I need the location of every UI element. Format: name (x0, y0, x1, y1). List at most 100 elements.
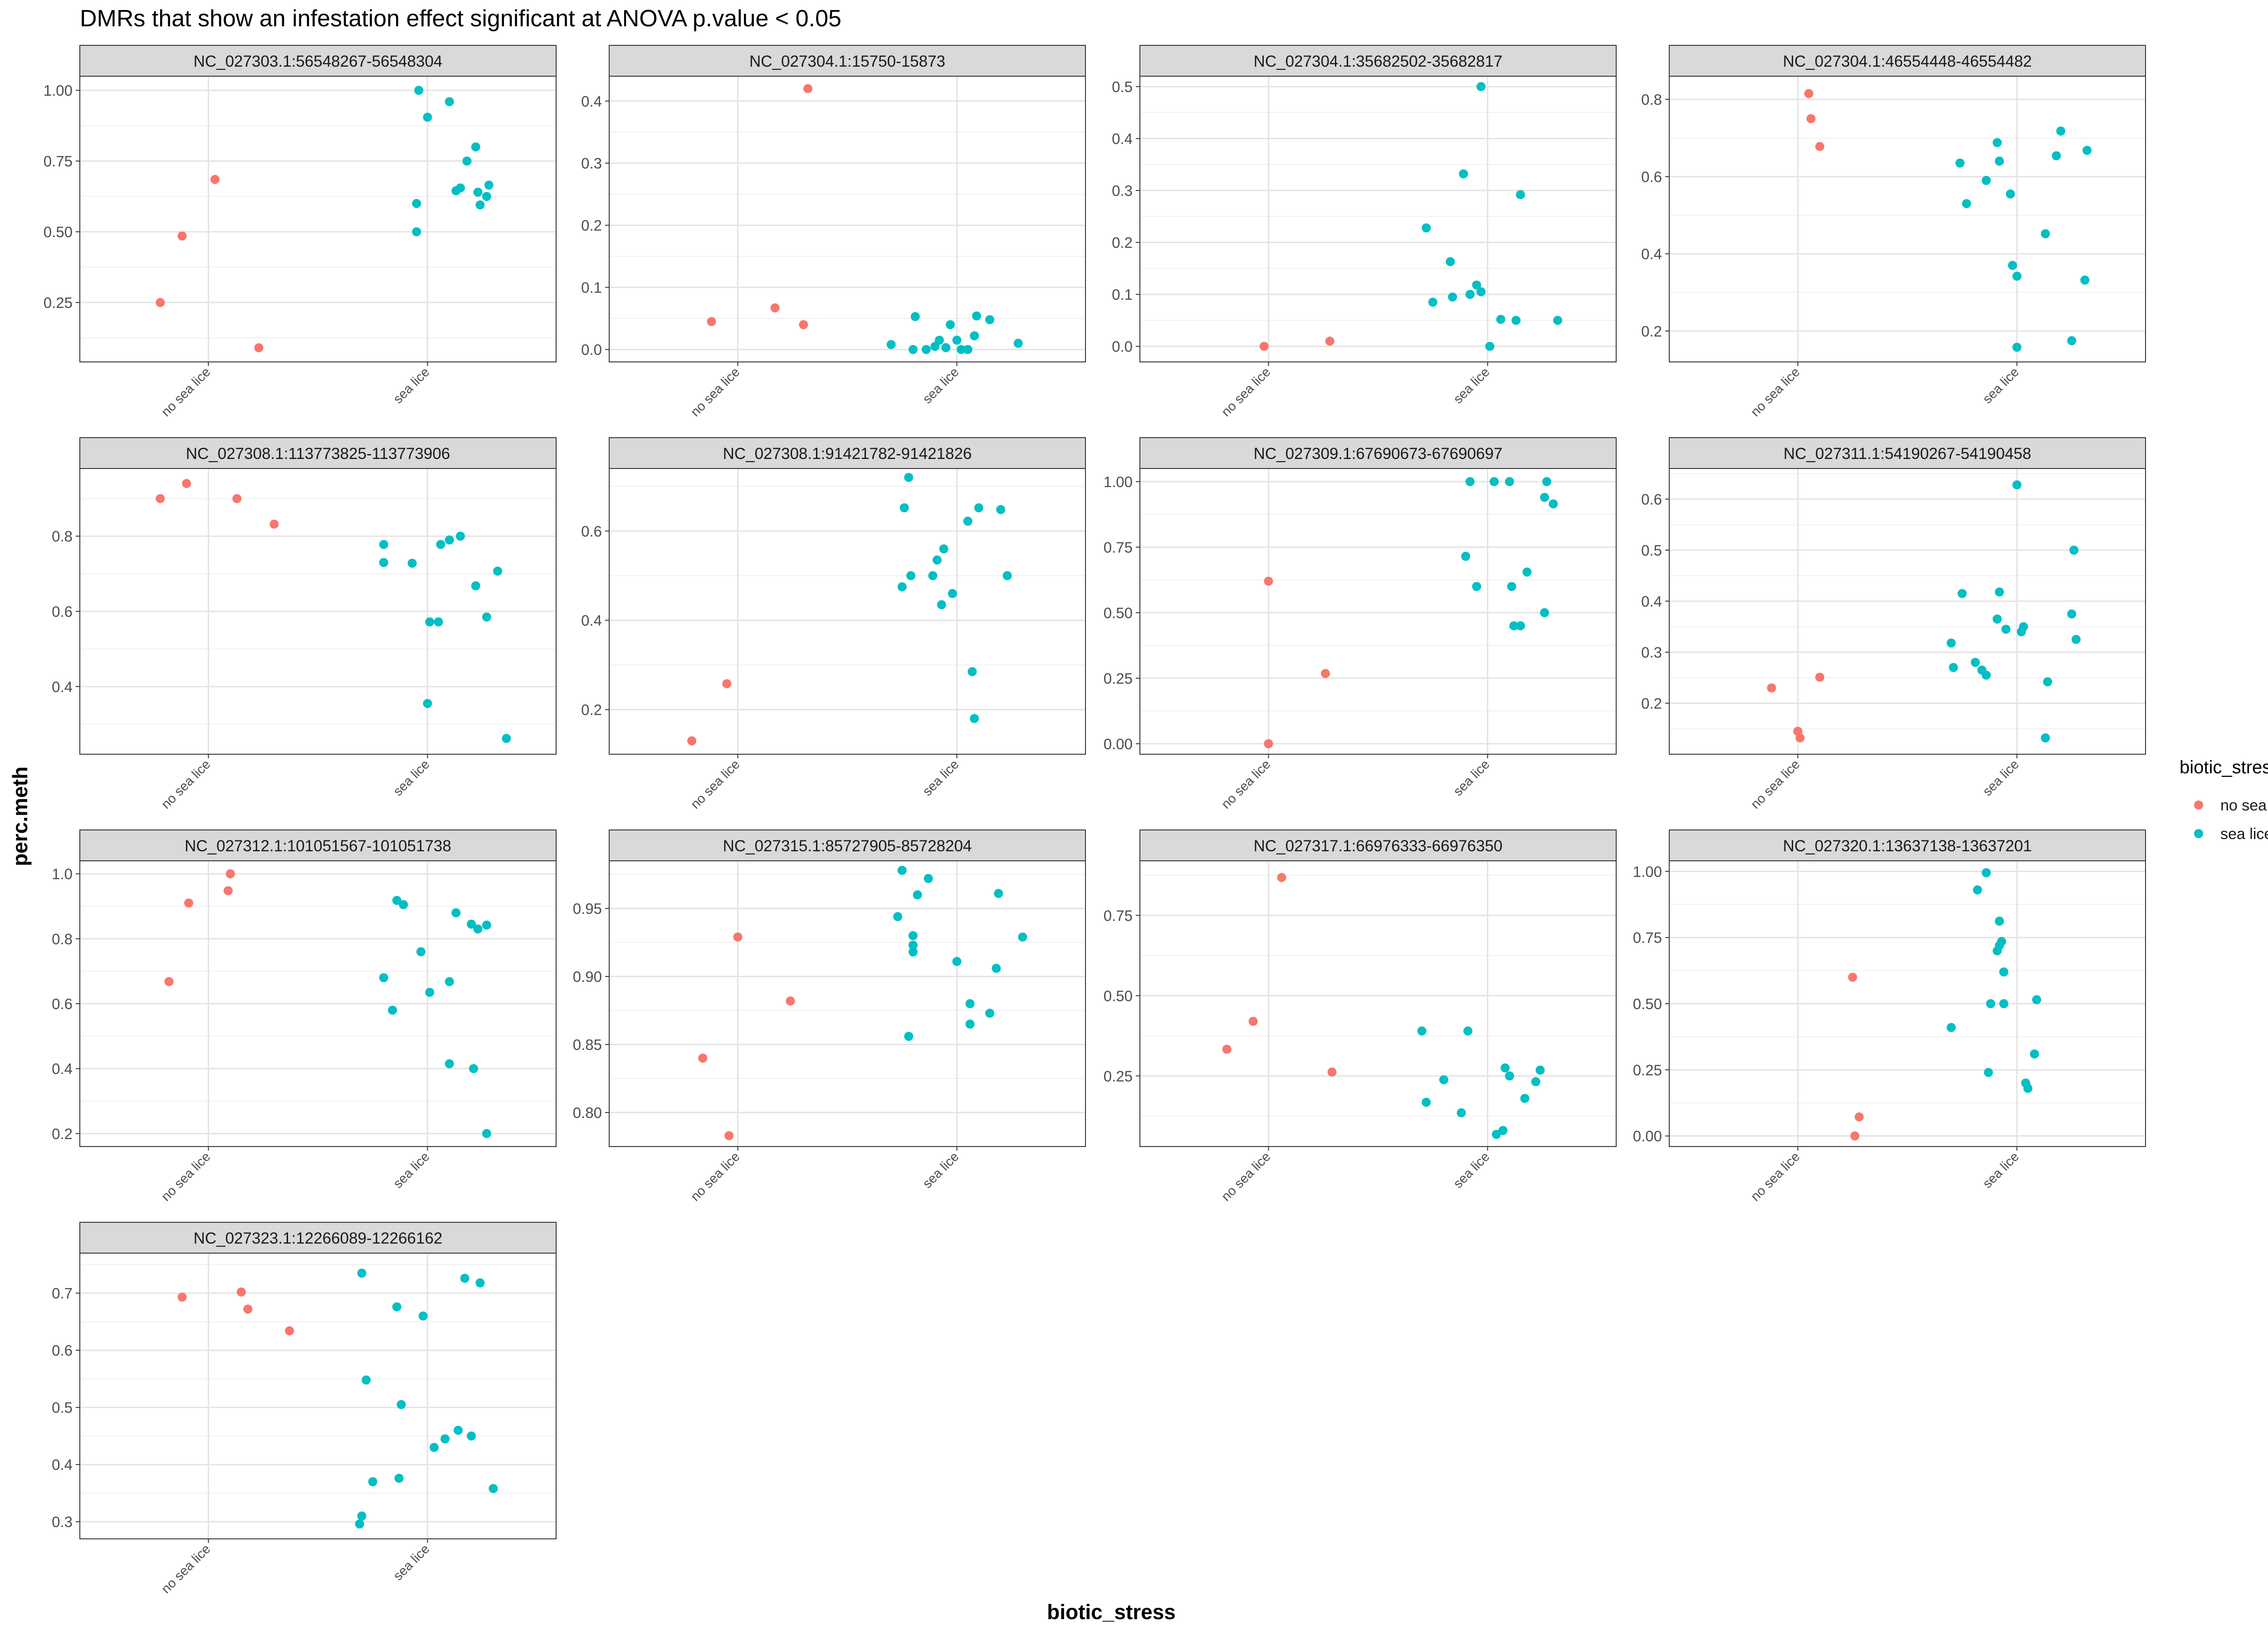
y-tick-label: 1.00 (44, 82, 73, 99)
facet-strip-3 (1139, 45, 1617, 77)
data-point-sea-lice (454, 1425, 463, 1435)
facet-strip-9 (79, 830, 557, 861)
y-tick-label: 0.6 (1641, 168, 1662, 185)
data-point-sea-lice (1509, 621, 1519, 630)
y-tick-label: 0.2 (581, 217, 602, 234)
data-point-sea-lice (924, 874, 933, 883)
data-point-sea-lice (2008, 261, 2017, 270)
y-tick-label: 0.00 (1633, 1128, 1662, 1145)
y-tick-label: 0.6 (52, 996, 73, 1012)
data-point-no-sea-lice (733, 932, 743, 942)
data-point-sea-lice (445, 1059, 454, 1069)
data-point-sea-lice (379, 558, 388, 567)
data-point-sea-lice (467, 919, 476, 929)
data-point-sea-lice (502, 734, 511, 743)
data-point-sea-lice (906, 571, 916, 581)
data-point-sea-lice (455, 532, 465, 541)
panel-border (79, 468, 557, 755)
data-point-sea-lice (1542, 477, 1551, 486)
data-point-sea-lice (471, 581, 480, 591)
facet-strip-label: NC_027308.1:91421782-91421826 (723, 445, 972, 463)
data-point-sea-lice (963, 345, 973, 354)
data-point-sea-lice (908, 947, 918, 957)
plot-area-7 (1140, 469, 1616, 754)
data-point-sea-lice (1993, 614, 2002, 624)
data-point-sea-lice (1946, 638, 1956, 648)
data-point-sea-lice (425, 987, 435, 997)
data-point-no-sea-lice (724, 1131, 734, 1140)
data-point-no-sea-lice (243, 1304, 253, 1314)
y-tick-label: 0.5 (1641, 542, 1662, 559)
data-point-no-sea-lice (210, 175, 220, 184)
data-point-no-sea-lice (1264, 576, 1273, 586)
data-point-sea-lice (445, 97, 454, 107)
y-tick-label: 0.7 (52, 1285, 73, 1302)
data-point-sea-lice (2041, 229, 2050, 239)
facet-strip-label: NC_027320.1:13637138-13637201 (1783, 837, 2032, 855)
y-tick-label: 0.75 (1104, 907, 1133, 924)
facet-strip-label: NC_027304.1:35682502-35682817 (1254, 53, 1503, 70)
data-point-sea-lice (1993, 138, 2002, 147)
data-point-sea-lice (416, 947, 426, 957)
y-tick-label: 0.4 (52, 1060, 73, 1077)
data-point-sea-lice (1946, 1023, 1956, 1032)
facet-strip-2 (609, 45, 1086, 77)
panel-border (79, 1253, 557, 1539)
data-point-sea-lice (1505, 477, 1514, 486)
data-point-sea-lice (394, 1474, 404, 1483)
data-point-sea-lice (948, 589, 957, 598)
data-point-no-sea-lice (1806, 114, 1816, 123)
y-tick-label: 0.25 (1104, 670, 1133, 687)
panel-border (609, 468, 1086, 755)
facet-panel-13: NC_027323.1:12266089-12266162 0.3 0.4 0.5 0.… (52, 1222, 557, 1596)
data-point-sea-lice (963, 517, 973, 526)
y-tick-label: 0.1 (1112, 286, 1133, 303)
y-tick-label: 0.8 (52, 931, 73, 947)
data-point-no-sea-lice (1325, 337, 1334, 346)
data-point-sea-lice (1002, 571, 1012, 581)
data-point-no-sea-lice (803, 84, 813, 93)
data-point-sea-lice (1540, 493, 1549, 502)
data-point-sea-lice (1422, 1098, 1431, 1107)
y-tick-label: 0.5 (52, 1399, 73, 1416)
data-point-sea-lice (974, 503, 983, 512)
data-point-sea-lice (1981, 176, 1991, 185)
panel-border (609, 76, 1086, 362)
data-point-sea-lice (440, 1434, 450, 1444)
data-point-sea-lice (1515, 621, 1525, 630)
legend-title: biotic_stress (2180, 757, 2268, 777)
data-point-no-sea-lice (184, 898, 194, 908)
data-point-sea-lice (921, 345, 931, 354)
data-point-sea-lice (970, 331, 979, 341)
data-point-sea-lice (1507, 582, 1516, 591)
data-point-sea-lice (414, 86, 424, 95)
data-point-sea-lice (445, 535, 454, 545)
y-tick-label: 0.25 (44, 294, 73, 311)
data-point-sea-lice (1949, 663, 1958, 672)
data-point-no-sea-lice (799, 320, 808, 329)
data-point-sea-lice (1496, 315, 1505, 324)
y-tick-label: 0.2 (1641, 323, 1662, 340)
facet-strip-8 (1669, 437, 2146, 469)
y-tick-label: 0.3 (1112, 182, 1133, 199)
data-point-sea-lice (1553, 316, 1563, 325)
data-point-no-sea-lice (1321, 669, 1330, 678)
facet-panel-9: NC_027312.1:101051567-101051738 0.2 0.4 0.6… (52, 830, 557, 1204)
data-point-sea-lice (968, 667, 977, 676)
facet-strip-label: NC_027308.1:113773825-113773906 (186, 445, 450, 463)
data-point-sea-lice (429, 1443, 439, 1452)
data-point-sea-lice (1463, 1026, 1473, 1036)
plot-area-8 (1669, 469, 2146, 754)
data-point-sea-lice (985, 1009, 994, 1018)
data-point-sea-lice (357, 1511, 367, 1521)
data-point-sea-lice (2067, 336, 2077, 346)
y-tick-label: 1.0 (52, 866, 73, 883)
data-point-no-sea-lice (1222, 1044, 1232, 1054)
y-tick-label: 0.2 (1641, 695, 1662, 712)
data-point-sea-lice (1955, 158, 1965, 168)
data-point-no-sea-lice (156, 494, 165, 503)
y-tick-label: 0.50 (1633, 996, 1662, 1012)
data-point-sea-lice (904, 1032, 914, 1041)
data-point-sea-lice (418, 1311, 428, 1321)
plot-area-4 (1669, 76, 2146, 362)
